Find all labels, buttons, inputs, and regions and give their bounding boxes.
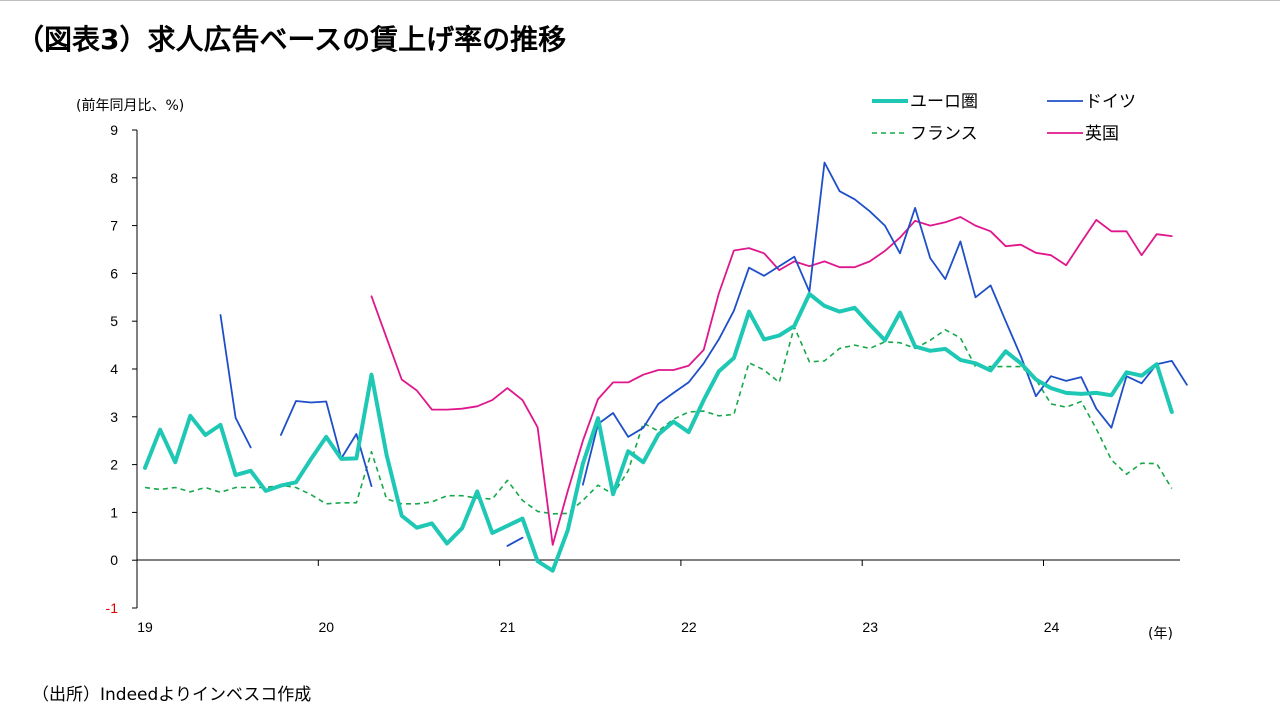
y-tick-label: 5 xyxy=(110,313,118,329)
y-tick-label: -1 xyxy=(106,600,119,616)
legend-label-uk: 英国 xyxy=(1085,124,1119,144)
y-tick-label: 8 xyxy=(110,170,118,186)
y-tick-label: 4 xyxy=(110,361,118,377)
y-tick-label: 9 xyxy=(110,122,118,138)
source-note: （出所）Indeedよりインベスコ作成 xyxy=(32,685,312,705)
series-line-uk xyxy=(370,216,1173,546)
x-tick-label: 19 xyxy=(137,619,153,635)
legend-label-euro: ユーロ圏 xyxy=(910,92,978,112)
x-tick-label: 23 xyxy=(862,619,878,635)
top-rule xyxy=(0,0,1280,1)
x-axis-label: (年) xyxy=(1148,626,1173,642)
series-line-euro xyxy=(143,292,1174,573)
series-line-germany xyxy=(219,314,252,449)
y-tick-label: 7 xyxy=(110,218,118,234)
y-tick-label: 3 xyxy=(110,409,118,425)
y-tick-label: 6 xyxy=(110,265,118,281)
y-axis-label: (前年同月比、%) xyxy=(76,97,184,114)
legend-label-france: フランス xyxy=(910,124,978,144)
chart-series xyxy=(143,161,1188,573)
x-tick-label: 21 xyxy=(500,619,516,635)
series-line-germany xyxy=(506,536,524,547)
series-line-germany xyxy=(279,400,373,488)
series-line-germany xyxy=(582,161,1188,486)
x-tick-label: 22 xyxy=(681,619,697,635)
page-title: （図表3）求人広告ベースの賃上げ率の推移 xyxy=(16,23,567,56)
series-line-france xyxy=(144,326,1173,515)
y-tick-label: 1 xyxy=(110,504,118,520)
x-tick-label: 24 xyxy=(1044,619,1060,635)
legend-label-germany: ドイツ xyxy=(1085,92,1136,112)
y-tick-label: 2 xyxy=(110,457,118,473)
y-tick-label: 0 xyxy=(110,552,118,568)
x-tick-label: 20 xyxy=(319,619,335,635)
